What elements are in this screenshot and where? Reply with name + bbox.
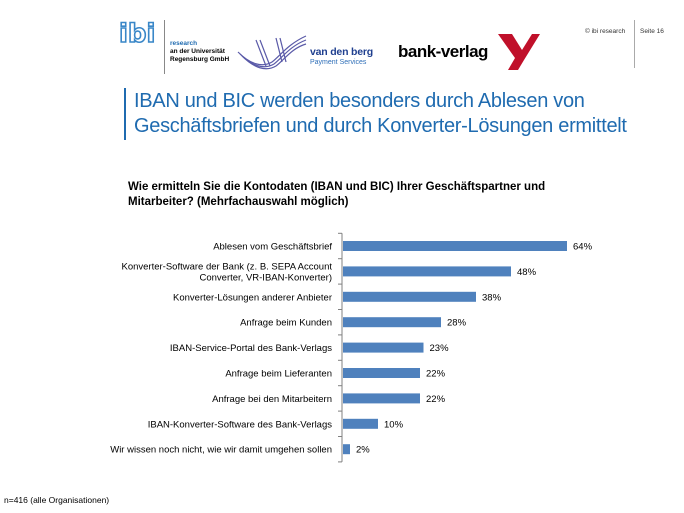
ibi-subtitle: research an der Universität Regensburg G… bbox=[170, 40, 240, 64]
bar-5 bbox=[343, 368, 420, 378]
bar-4 bbox=[343, 342, 424, 353]
sample-size-footnote: n=416 (alle Organisationen) bbox=[4, 495, 110, 505]
category-label-3: Anfrage beim Kunden bbox=[240, 318, 332, 329]
category-label-6: Anfrage bei den Mitarbeitern bbox=[212, 394, 332, 405]
category-label-8: Wir wissen noch nicht, wie wir damit umg… bbox=[110, 445, 332, 456]
copyright-text: © ibi research bbox=[585, 28, 626, 35]
vdb-name: van den berg bbox=[310, 46, 373, 58]
value-label-3: 28% bbox=[447, 318, 467, 329]
category-label-4: IBAN-Service-Portal des Bank-Verlags bbox=[170, 343, 332, 354]
bar-8 bbox=[343, 444, 350, 455]
ibi-sub-line2: an der Universität bbox=[170, 48, 225, 55]
value-label-1: 48% bbox=[517, 267, 537, 278]
page-title: IBAN und BIC werden besonders durch Able… bbox=[134, 90, 627, 137]
bar-2 bbox=[343, 291, 476, 302]
vdb-logo-icon bbox=[237, 35, 307, 70]
title-accent-bar bbox=[124, 88, 126, 140]
bar-7 bbox=[343, 418, 378, 429]
value-label-4: 23% bbox=[430, 343, 450, 354]
category-label-0: Ablesen vom Geschäftsbrief bbox=[213, 242, 332, 253]
header-separator bbox=[634, 20, 635, 68]
value-label-0: 64% bbox=[573, 242, 593, 253]
value-label-6: 22% bbox=[426, 394, 446, 405]
bar-chart: 64% Ablesen vom Geschäftsbrief 48% Konverte… bbox=[110, 232, 593, 463]
vdb-subtitle: Payment Services bbox=[310, 59, 367, 66]
chart-question: Wie ermitteln Sie die Kontodaten (IBAN u… bbox=[128, 181, 546, 208]
ibi-logo-text: ibi bbox=[119, 19, 155, 46]
ibi-sub-line3: Regensburg GmbH bbox=[170, 56, 230, 63]
category-label-1: Konverter-Software der Bank (z. B. SEPA … bbox=[121, 261, 332, 283]
bar-3 bbox=[343, 317, 441, 328]
bar-0 bbox=[343, 241, 567, 251]
value-label-5: 22% bbox=[426, 369, 446, 380]
ibi-sub-line1: research bbox=[170, 40, 198, 47]
bank-verlag-name: bank-verlag bbox=[398, 42, 488, 61]
ibi-logo: ibi bbox=[118, 18, 156, 46]
bank-verlag-logo-icon bbox=[498, 34, 540, 70]
category-label-2: Konverter-Lösungen anderer Anbieter bbox=[173, 292, 332, 303]
ibi-divider bbox=[164, 20, 165, 74]
category-label-5: Anfrage beim Lieferanten bbox=[225, 369, 332, 380]
bar-6 bbox=[343, 393, 420, 404]
category-label-7: IBAN-Konverter-Software des Bank-Verlags bbox=[148, 419, 333, 430]
bar-1 bbox=[343, 266, 511, 277]
value-label-2: 38% bbox=[482, 292, 502, 303]
value-label-8: 2% bbox=[356, 445, 370, 456]
value-label-7: 10% bbox=[384, 419, 404, 430]
page-number: Seite 16 bbox=[640, 28, 664, 35]
